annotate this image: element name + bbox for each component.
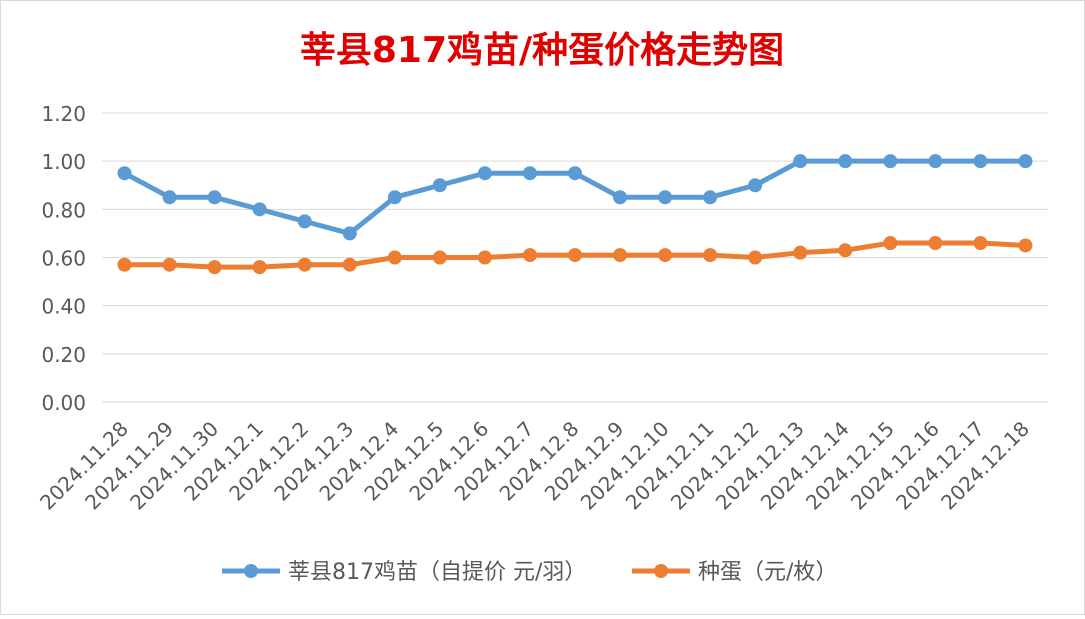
y-tick-label: 0.60 [41, 247, 86, 271]
data-point [207, 260, 222, 275]
y-tick-label: 0.80 [41, 198, 86, 222]
data-point [342, 226, 357, 241]
data-point [703, 248, 718, 263]
series-2 [117, 236, 1033, 275]
data-point [477, 250, 492, 265]
data-point [387, 250, 402, 265]
data-point [703, 190, 718, 205]
data-point [207, 190, 222, 205]
legend-label: 种蛋（元/枚） [698, 560, 837, 585]
y-tick-label: 1.00 [41, 150, 86, 174]
legend: 莘县817鸡苗（自提价 元/羽） 种蛋（元/枚） [222, 560, 837, 585]
data-point [1018, 154, 1033, 169]
data-point [568, 248, 582, 263]
y-tick-label: 0.20 [41, 343, 86, 367]
data-point [342, 257, 357, 272]
data-point [838, 154, 853, 169]
data-point [252, 202, 267, 217]
chart-title: 莘县817鸡苗/种蛋价格走势图 [300, 30, 784, 71]
legend-label: 莘县817鸡苗（自提价 元/羽） [288, 560, 586, 585]
y-tick-label: 0.40 [41, 295, 86, 319]
data-point [162, 190, 177, 205]
legend-swatch-marker [654, 564, 668, 578]
data-point [613, 248, 628, 263]
data-point [522, 248, 537, 263]
data-point [928, 154, 943, 169]
data-point [838, 243, 853, 258]
legend-item: 莘县817鸡苗（自提价 元/羽） [222, 560, 586, 585]
data-point [432, 250, 447, 265]
data-point [477, 166, 492, 181]
y-tick-label: 0.00 [41, 391, 86, 415]
data-point [658, 190, 673, 205]
data-point [252, 260, 267, 275]
data-point [297, 257, 312, 272]
data-point [613, 190, 628, 205]
legend-item: 种蛋（元/枚） [632, 560, 837, 585]
y-axis: 0.00 0.20 0.40 0.60 0.80 1.00 1.20 [41, 102, 86, 415]
data-point [1018, 238, 1033, 253]
data-point [973, 154, 988, 169]
data-point [387, 190, 402, 205]
legend-swatch-marker [244, 564, 258, 578]
data-point [297, 214, 312, 229]
data-point [568, 166, 582, 181]
data-point [973, 236, 988, 251]
data-point [117, 166, 132, 181]
data-point [658, 248, 673, 263]
data-point [748, 250, 763, 265]
data-point [432, 178, 447, 193]
data-point [117, 257, 132, 272]
data-point [883, 154, 898, 169]
data-point [162, 257, 177, 272]
series-layer [117, 154, 1033, 275]
series-1 [117, 154, 1033, 241]
data-point [793, 245, 808, 260]
data-point [883, 236, 898, 251]
y-tick-label: 1.20 [41, 102, 86, 126]
data-point [793, 154, 808, 169]
data-point [928, 236, 943, 251]
data-point [522, 166, 537, 181]
data-point [748, 178, 763, 193]
